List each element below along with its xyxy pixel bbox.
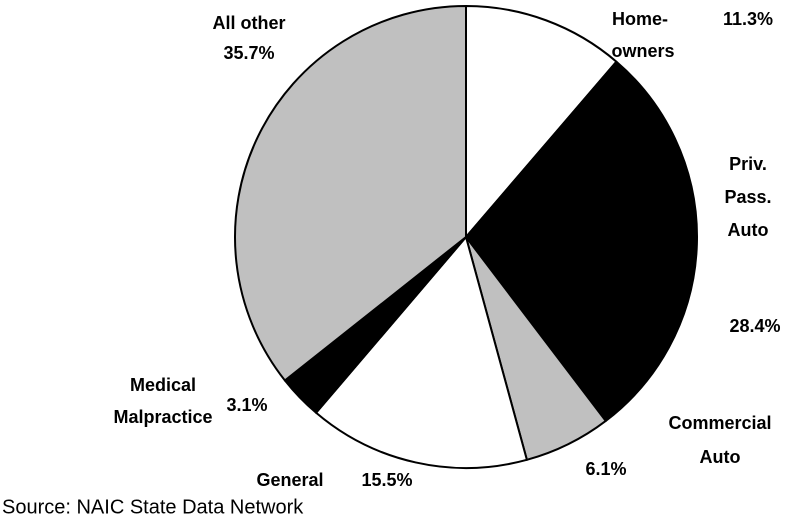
slice-label: Auto xyxy=(700,447,741,467)
slice-label: General xyxy=(256,470,323,490)
slice-label: Priv. xyxy=(729,154,767,174)
slice-label: Pass. xyxy=(724,187,771,207)
pie-slice xyxy=(465,60,698,422)
pie-slice xyxy=(465,5,618,238)
slice-label: Malpractice xyxy=(113,407,212,427)
value-label: 6.1% xyxy=(585,459,626,479)
slice-label: All other xyxy=(212,13,285,33)
value-label: 3.1% xyxy=(226,395,267,415)
pie-slice xyxy=(234,5,467,382)
value-label: 11.3% xyxy=(723,9,773,29)
value-label: 28.4% xyxy=(729,316,780,336)
source-note: Source: NAIC State Data Network xyxy=(2,496,304,518)
slice-label: Home- xyxy=(612,9,668,29)
slice-label: Medical xyxy=(130,375,196,395)
pie-slice xyxy=(315,236,528,469)
value-label: 15.5% xyxy=(361,470,412,490)
value-label: 35.7% xyxy=(223,43,274,63)
slice-label: owners xyxy=(611,41,674,61)
slice-label: Auto xyxy=(728,220,769,240)
slice-label: Commercial xyxy=(668,413,771,433)
